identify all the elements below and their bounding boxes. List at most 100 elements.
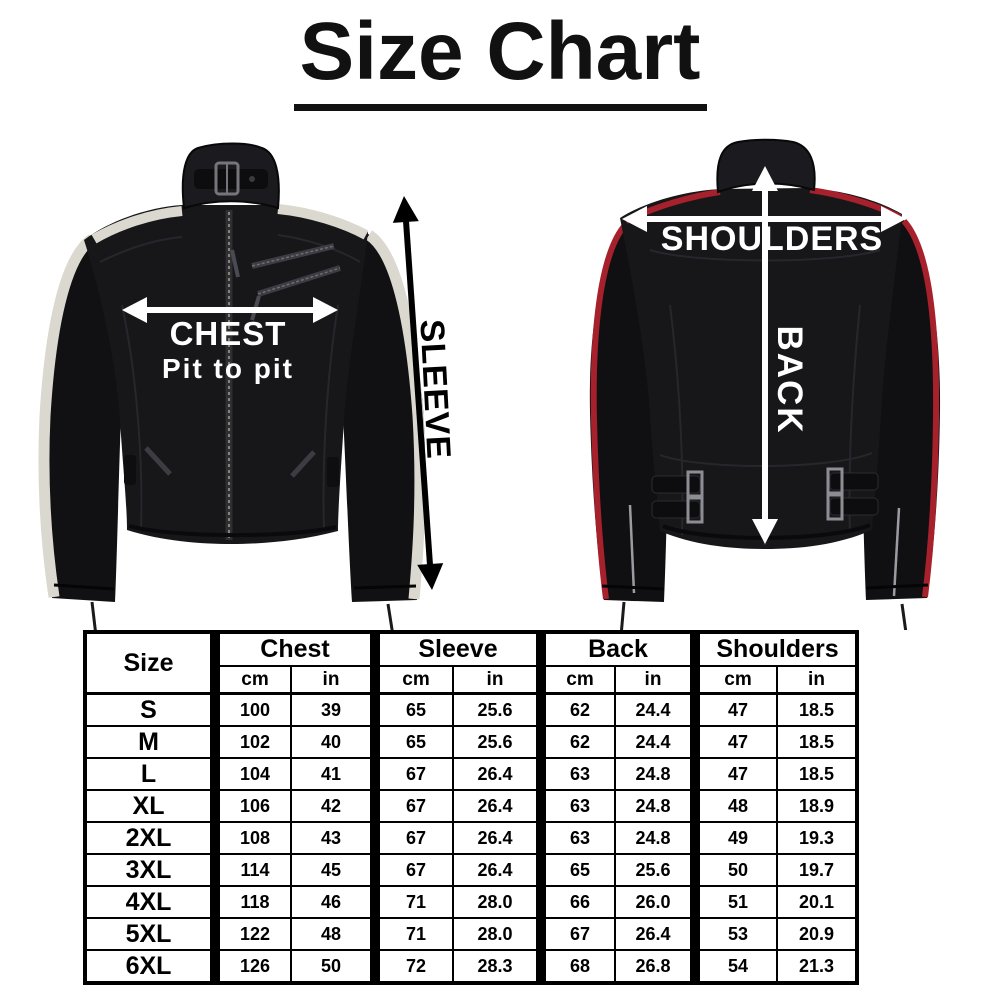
sleeve-cm-cell: 72: [370, 949, 454, 984]
size-table: Size Chest Sleeve Back Shoulders cm in c…: [83, 630, 859, 985]
chest-cm-cell: 102: [210, 725, 292, 759]
back-in-cell: 25.6: [614, 853, 696, 887]
sleeve-arrow: [392, 196, 444, 590]
size-cell: L: [84, 757, 216, 791]
back-cm-cell: 65: [536, 853, 616, 887]
shoulders-in-cell: 18.5: [776, 725, 858, 759]
back-in-cell: 26.8: [614, 949, 696, 984]
back-in-cell: 24.4: [614, 725, 696, 759]
back-cm-cell: 62: [536, 692, 616, 727]
back-in-cell: 24.8: [614, 821, 696, 855]
table-row-5xl: 5XL 122 48 71 28.0 67 26.4 53 20.9: [84, 917, 858, 951]
chest-cm-cell: 118: [210, 885, 292, 919]
waist-strap: [829, 497, 879, 516]
waist-strap: [651, 475, 701, 494]
unit-header-in: in: [452, 665, 542, 695]
shoulders-cm-cell: 47: [690, 725, 778, 759]
shoulders-cm-cell: 51: [690, 885, 778, 919]
jacket-back-illustration: [589, 138, 941, 630]
shoulders-cm-cell: 50: [690, 853, 778, 887]
chest-in-cell: 41: [290, 757, 376, 791]
table-row-4xl: 4XL 118 46 71 28.0 66 26.0 51 20.1: [84, 885, 858, 919]
back-in-cell: 26.0: [614, 885, 696, 919]
chest-sublabel: Pit to pit: [162, 353, 294, 384]
shoulders-cm-cell: 53: [690, 917, 778, 951]
back-in-cell: 24.8: [614, 789, 696, 823]
sleeve-in-cell: 26.4: [452, 789, 542, 823]
table-row-3xl: 3XL 114 45 67 26.4 65 25.6 50 19.7: [84, 853, 858, 887]
back-group-header: Back: [536, 631, 696, 667]
size-column-header: Size: [84, 631, 216, 695]
chest-in-cell: 46: [290, 885, 376, 919]
shoulders-cm-cell: 47: [690, 757, 778, 791]
shoulders-in-cell: 18.9: [776, 789, 858, 823]
chest-in-cell: 39: [290, 692, 376, 727]
table-row-2xl: 2XL 108 43 67 26.4 63 24.8 49 19.3: [84, 821, 858, 855]
sleeve-cm-cell: 65: [370, 725, 454, 759]
shoulders-cm-cell: 48: [690, 789, 778, 823]
chest-in-cell: 43: [290, 821, 376, 855]
chest-label: CHEST: [170, 315, 287, 352]
size-cell: S: [84, 692, 216, 727]
sleeve-group-header: Sleeve: [370, 631, 542, 667]
back-in-cell: 26.4: [614, 917, 696, 951]
size-cell: M: [84, 725, 216, 759]
unit-header-cm: cm: [536, 665, 616, 695]
sleeve-in-cell: 25.6: [452, 692, 542, 727]
chest-arrow: [122, 297, 338, 323]
waist-buckle: [826, 493, 844, 521]
shoulders-in-cell: 18.5: [776, 757, 858, 791]
sleeve-in-cell: 26.4: [452, 853, 542, 887]
size-cell: XL: [84, 789, 216, 823]
jacket-diagrams: CHEST Pit to pit SLEEVE SHOULDERS: [0, 118, 1000, 630]
sleeve-in-cell: 28.0: [452, 885, 542, 919]
sleeve-cm-cell: 67: [370, 853, 454, 887]
back-cm-cell: 66: [536, 885, 616, 919]
sleeve-cm-cell: 71: [370, 885, 454, 919]
collar-strap: [194, 169, 268, 189]
shoulders-in-cell: 21.3: [776, 949, 858, 984]
unit-header-cm: cm: [370, 665, 454, 695]
chest-cm-cell: 108: [210, 821, 292, 855]
back-in-cell: 24.4: [614, 692, 696, 727]
table-header-row: Size Chest Sleeve Back Shoulders: [84, 631, 858, 695]
chest-cm-cell: 106: [210, 789, 292, 823]
chest-cm-cell: 114: [210, 853, 292, 887]
chest-in-cell: 48: [290, 917, 376, 951]
size-cell: 2XL: [84, 821, 216, 855]
unit-header-cm: cm: [210, 665, 292, 695]
shoulders-in-cell: 20.1: [776, 885, 858, 919]
shoulders-in-cell: 20.9: [776, 917, 858, 951]
shoulders-cm-cell: 47: [690, 692, 778, 727]
shoulders-group-header: Shoulders: [690, 631, 858, 667]
sleeve-in-cell: 28.3: [452, 949, 542, 984]
back-cm-cell: 63: [536, 757, 616, 791]
waist-buckle: [686, 496, 704, 524]
chest-in-cell: 42: [290, 789, 376, 823]
back-cm-cell: 62: [536, 725, 616, 759]
sleeve-in-cell: 26.4: [452, 821, 542, 855]
waist-strap: [829, 472, 879, 491]
back-cm-cell: 67: [536, 917, 616, 951]
back-cm-cell: 63: [536, 789, 616, 823]
chest-cm-cell: 104: [210, 757, 292, 791]
table-row-xl: XL 106 42 67 26.4 63 24.8 48 18.9: [84, 789, 858, 823]
size-cell: 3XL: [84, 853, 216, 887]
sleeve-label: SLEEVE: [412, 318, 457, 460]
size-cell: 5XL: [84, 917, 216, 951]
chest-cm-cell: 100: [210, 692, 292, 727]
measurement-diagram: CHEST Pit to pit SLEEVE SHOULDERS: [38, 138, 941, 630]
back-cm-cell: 68: [536, 949, 616, 984]
waist-strap: [651, 500, 701, 519]
size-cell: 6XL: [84, 949, 216, 984]
unit-header-in: in: [614, 665, 696, 695]
shoulders-in-cell: 18.5: [776, 692, 858, 727]
sleeve-cm-cell: 67: [370, 789, 454, 823]
sleeve-cm-cell: 71: [370, 917, 454, 951]
back-label: BACK: [770, 325, 809, 434]
sleeve-in-cell: 26.4: [452, 757, 542, 791]
unit-header-cm: cm: [690, 665, 778, 695]
table-row-6xl: 6XL 126 50 72 28.3 68 26.8 54 21.3: [84, 949, 858, 984]
sleeve-cm-cell: 67: [370, 757, 454, 791]
